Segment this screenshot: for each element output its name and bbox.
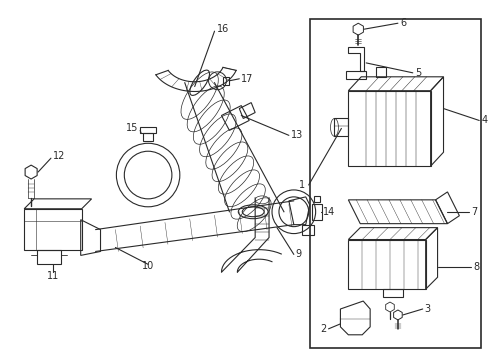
Bar bbox=[310, 19, 481, 348]
Text: 6: 6 bbox=[400, 18, 406, 28]
Text: 12: 12 bbox=[53, 151, 65, 161]
Text: 5: 5 bbox=[415, 68, 421, 78]
Text: 2: 2 bbox=[320, 324, 326, 334]
Text: 7: 7 bbox=[471, 207, 478, 217]
Text: 8: 8 bbox=[473, 262, 479, 272]
Text: 15: 15 bbox=[126, 123, 138, 134]
Text: 16: 16 bbox=[217, 24, 229, 34]
Text: 10: 10 bbox=[142, 261, 154, 271]
Text: 4: 4 bbox=[481, 116, 488, 126]
Text: 14: 14 bbox=[322, 207, 335, 217]
Text: 17: 17 bbox=[241, 74, 254, 84]
Text: 3: 3 bbox=[425, 304, 431, 314]
Text: 9: 9 bbox=[296, 249, 302, 260]
Text: 11: 11 bbox=[47, 271, 59, 281]
Text: 13: 13 bbox=[291, 130, 303, 140]
Text: 1: 1 bbox=[298, 180, 305, 190]
